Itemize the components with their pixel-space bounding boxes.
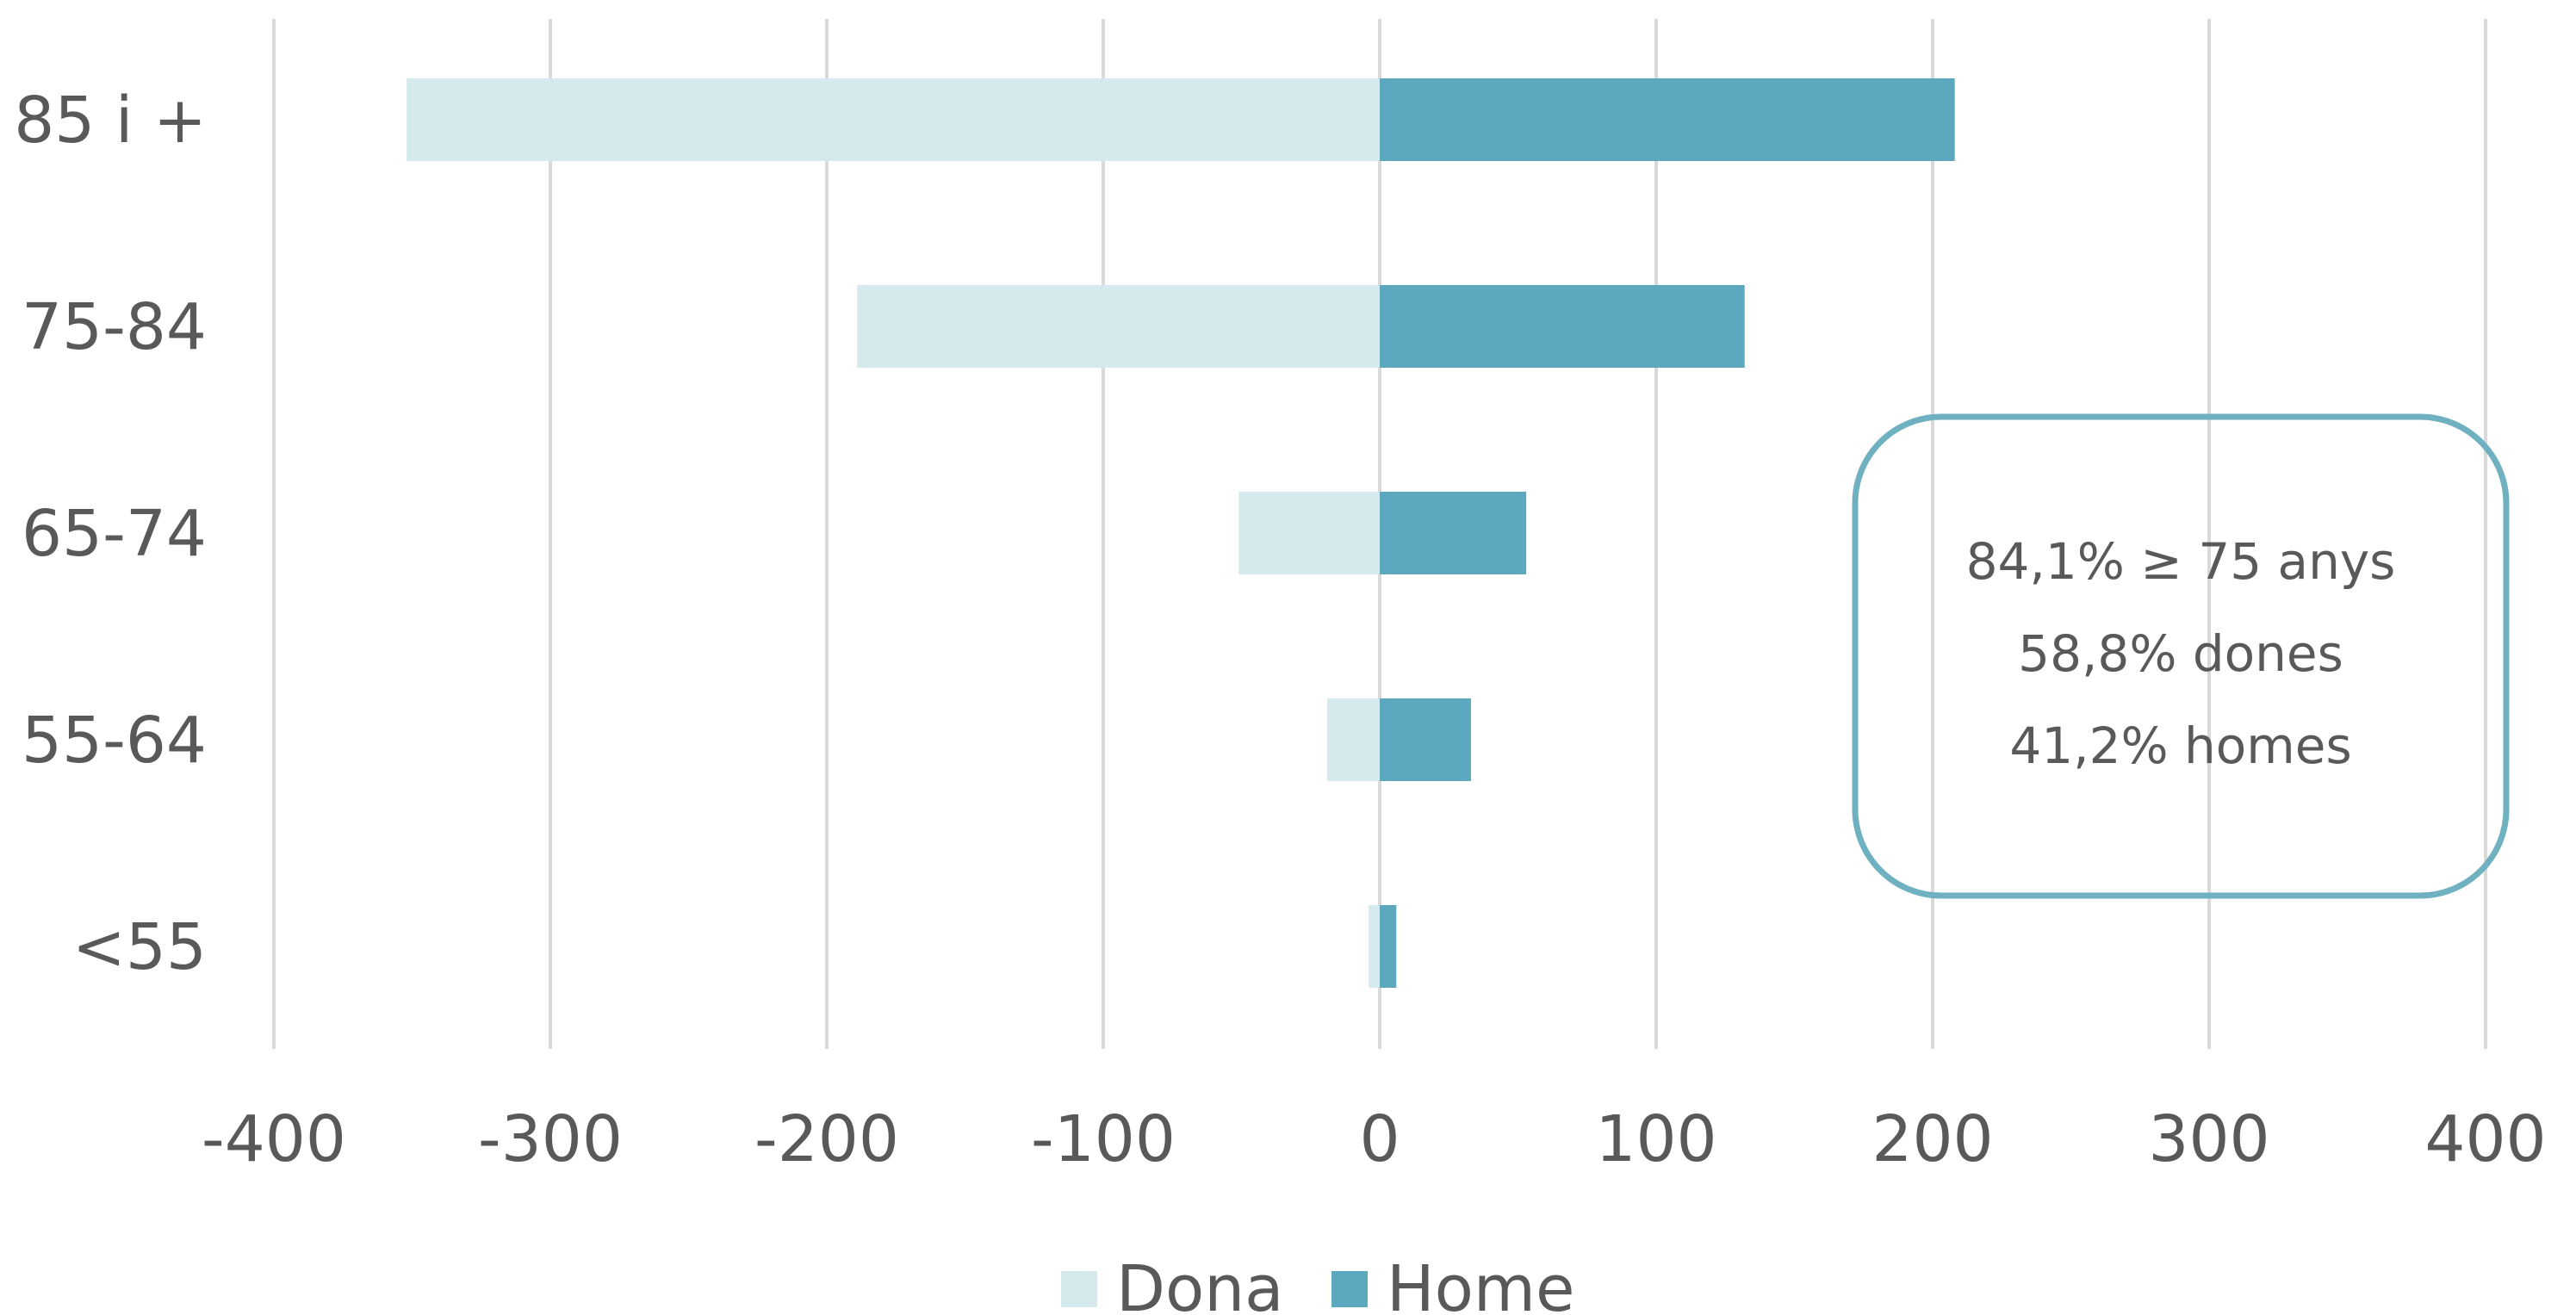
category-label-4: <55 xyxy=(72,910,207,984)
legend-label-dona: Dona xyxy=(1116,1252,1284,1315)
x-tick-label-0: -400 xyxy=(202,1102,346,1176)
x-tick-label-6: 200 xyxy=(1871,1102,1993,1176)
category-labels: 85 i + 75-84 65-74 55-64 <55 xyxy=(14,84,207,984)
annotation-box: 84,1% ≥ 75 anys 58,8% dones 41,2% homes xyxy=(1852,413,2510,899)
annotation-line-3: 41,2% homes xyxy=(2009,716,2351,775)
bar-dona-2 xyxy=(1238,492,1380,574)
annotation-border xyxy=(1852,413,2510,899)
category-label-0: 85 i + xyxy=(14,84,207,158)
bars xyxy=(407,78,1955,988)
annotation-line-1: 84,1% ≥ 75 anys xyxy=(1966,532,2396,591)
x-tick-label-2: -200 xyxy=(754,1102,899,1176)
bar-home-2 xyxy=(1380,492,1527,574)
bar-home-0 xyxy=(1380,78,1955,161)
x-tick-label-4: 0 xyxy=(1359,1102,1400,1176)
x-tick-label-3: -100 xyxy=(1031,1102,1176,1176)
x-tick-label-7: 300 xyxy=(2148,1102,2269,1176)
bar-dona-0 xyxy=(407,78,1381,161)
bar-home-1 xyxy=(1380,285,1745,368)
legend: Dona Home xyxy=(1061,1252,1575,1315)
bar-home-3 xyxy=(1380,698,1471,781)
annotation-line-2: 58,8% dones xyxy=(2018,624,2343,683)
legend-swatch-dona xyxy=(1061,1271,1097,1307)
x-axis-tick-labels: -400 -300 -200 -100 0 100 200 300 400 xyxy=(202,1102,2547,1176)
x-tick-label-8: 400 xyxy=(2424,1102,2546,1176)
legend-label-home: Home xyxy=(1387,1252,1575,1315)
x-tick-label-5: 100 xyxy=(1595,1102,1716,1176)
category-label-3: 55-64 xyxy=(22,704,207,778)
x-tick-label-1: -300 xyxy=(478,1102,623,1176)
bar-dona-4 xyxy=(1369,905,1380,988)
category-label-2: 65-74 xyxy=(22,497,207,571)
legend-swatch-home xyxy=(1331,1271,1368,1307)
bar-home-4 xyxy=(1380,905,1397,988)
category-label-1: 75-84 xyxy=(22,290,207,364)
bar-dona-1 xyxy=(857,285,1380,368)
bar-dona-3 xyxy=(1327,698,1380,781)
